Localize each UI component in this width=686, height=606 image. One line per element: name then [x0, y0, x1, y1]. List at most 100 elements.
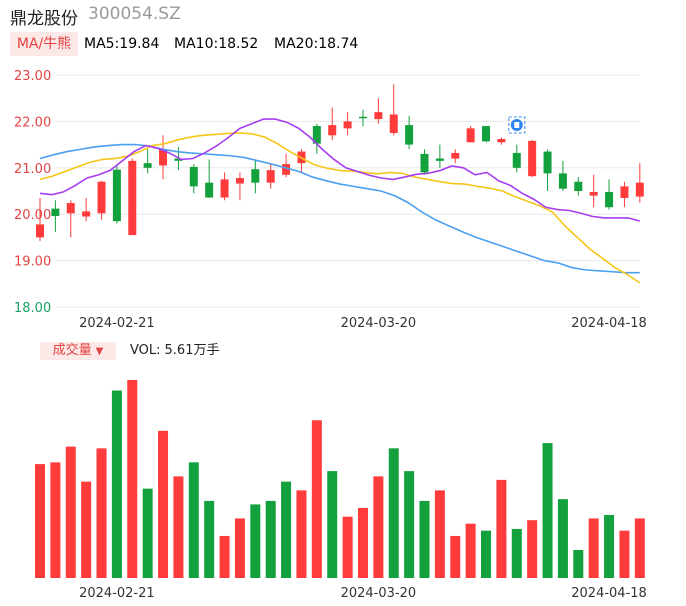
volume-bar [234, 518, 245, 578]
candle-body [343, 121, 352, 129]
candle-body [605, 191, 614, 208]
candle-body [528, 140, 537, 177]
volume-bar [296, 490, 307, 578]
candle-body [620, 186, 629, 198]
volume-bar [81, 481, 92, 578]
volume-readout-value: 5.61万手 [164, 343, 220, 358]
x-tick-label: 2024-03-20 [341, 316, 417, 331]
volume-readout: VOL: 5.61万手 [130, 342, 219, 360]
candle-body [36, 224, 44, 238]
x-tick-label: 2024-02-21 [79, 316, 155, 331]
volume-bar [65, 446, 76, 578]
candle-body [159, 149, 168, 166]
candle-body [420, 153, 429, 173]
y-tick-label: 18.00 [14, 301, 51, 316]
candle-body [389, 114, 398, 133]
volume-bar [573, 549, 584, 578]
candle-body [635, 182, 644, 197]
volume-bar [542, 443, 553, 578]
candle-body [574, 181, 583, 191]
volume-bar [404, 471, 415, 578]
candle-body [328, 125, 337, 136]
y-tick-label: 21.00 [14, 162, 51, 177]
x-tick-label: 2024-04-18 [571, 586, 647, 601]
x-tick-label: 2024-02-21 [79, 586, 155, 601]
volume-bar [50, 462, 61, 578]
volume-bar [265, 500, 276, 578]
candle-body [543, 151, 552, 174]
volume-bar [388, 448, 399, 578]
candle-body [66, 203, 75, 214]
candle-body [312, 126, 321, 144]
candle-body [128, 160, 137, 236]
candle-body [143, 163, 152, 168]
volume-bar [527, 520, 538, 578]
volume-bar [158, 430, 169, 578]
candle-body [251, 169, 260, 183]
ma-indicator-tab[interactable]: MA/牛熊 [10, 32, 78, 56]
volume-bar [111, 390, 122, 578]
volume-bar [188, 462, 199, 578]
candle-body [266, 170, 275, 183]
candle-body [189, 166, 198, 187]
volume-tab-label: 成交量 [52, 343, 92, 358]
volume-bar [419, 500, 430, 578]
candle-body [466, 128, 475, 143]
candle-body [374, 112, 383, 120]
stock-name: 鼎龙股份 [10, 9, 78, 29]
volume-bar [173, 476, 184, 578]
candle-body [358, 116, 367, 119]
ma10-line [39, 132, 641, 284]
volume-bar [142, 488, 153, 578]
volume-bar [481, 530, 492, 578]
volume-bar [327, 471, 338, 578]
volume-bar [219, 535, 230, 578]
volume-bar [96, 448, 107, 578]
volume-bar [357, 507, 368, 578]
y-tick-label: 23.00 [14, 69, 51, 84]
y-tick-label: 20.00 [14, 208, 51, 223]
candle-body [282, 164, 291, 175]
ma20-legend: MA20:18.74 [274, 36, 359, 52]
volume-bar [281, 481, 292, 578]
ma20-line [39, 143, 640, 274]
event-marker-frame [508, 116, 526, 134]
volume-bar [434, 490, 445, 578]
volume-bar [373, 476, 384, 578]
stock-code: 300054.SZ [88, 4, 181, 24]
event-marker-icon[interactable] [508, 116, 526, 134]
volume-bar [557, 499, 568, 578]
volume-bar [450, 535, 461, 578]
candle-body [220, 179, 229, 198]
candle-body [497, 139, 506, 143]
volume-indicator-dropdown[interactable]: 成交量 ▼ [40, 342, 116, 360]
candle-body [51, 208, 60, 217]
event-marker-glyph [514, 122, 520, 128]
y-tick-label: 22.00 [14, 115, 51, 130]
candle-body [112, 169, 121, 222]
caret-down-icon: ▼ [95, 346, 104, 357]
volume-bar [250, 504, 261, 578]
candle-body [435, 158, 444, 161]
ma5-line [39, 118, 641, 222]
volume-bar [619, 530, 630, 578]
candle-body [97, 181, 106, 214]
candle-body [405, 125, 414, 145]
volume-bar [127, 380, 138, 578]
candle-body [174, 158, 183, 161]
volume-bar [35, 464, 45, 578]
y-tick-label: 19.00 [14, 255, 51, 270]
volume-bar [465, 523, 476, 578]
candle-body [82, 211, 91, 217]
candle-body [451, 152, 460, 159]
volume-bar [342, 516, 353, 578]
volume-bar [496, 479, 507, 578]
ma5-legend: MA5:19.84 [84, 36, 160, 52]
ma10-legend: MA10:18.52 [174, 36, 259, 52]
volume-bar [204, 500, 215, 578]
x-tick-label: 2024-04-18 [571, 316, 647, 331]
volume-bar [634, 518, 645, 578]
candle-body [512, 152, 521, 168]
volume-bar [604, 514, 615, 578]
